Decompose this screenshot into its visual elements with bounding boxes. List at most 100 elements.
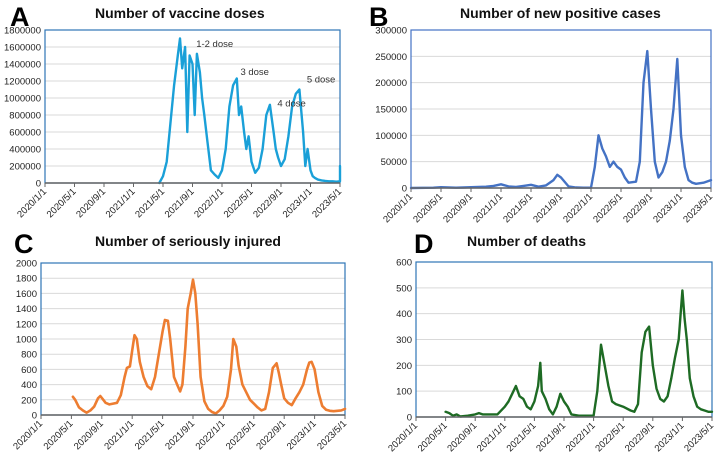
y-tick-label: 0 [407, 413, 412, 424]
y-tick-label: 1000 [16, 335, 37, 346]
data-point [507, 400, 510, 403]
data-point [570, 413, 573, 416]
data-point [287, 135, 290, 138]
data-point [687, 179, 690, 181]
series-line-vaccine-doses [158, 37, 342, 185]
data-point [89, 409, 92, 412]
data-point [116, 402, 118, 404]
data-point [74, 399, 76, 401]
data-point [129, 365, 131, 368]
data-point [522, 185, 525, 187]
data-point [302, 131, 304, 133]
y-tick-label: 200 [21, 395, 37, 406]
data-point [339, 165, 341, 167]
data-point [585, 414, 587, 417]
data-point [304, 165, 307, 167]
series-line-seriously-injured [71, 278, 347, 415]
data-point [467, 414, 469, 417]
data-point [221, 169, 223, 172]
y-tick-label: 200 [396, 361, 412, 372]
data-point [261, 148, 264, 150]
chart-title: Number of vaccine doses [95, 5, 265, 21]
data-point [280, 165, 282, 167]
y-tick-label: 1400 [16, 304, 37, 315]
data-point [710, 179, 712, 181]
data-point [689, 377, 691, 380]
panel-vaccine-doses: A Number of vaccine doses 0 200000 400000 600… [4, 2, 344, 220]
series-line-deaths [444, 289, 714, 418]
panel-letter: D [414, 229, 434, 259]
data-point [240, 105, 242, 108]
y-tick-label: 300000 [375, 26, 407, 37]
data-point [313, 368, 316, 371]
data-point [169, 338, 171, 340]
data-point [607, 385, 610, 387]
data-point [650, 108, 652, 110]
data-point [210, 169, 212, 172]
data-point [218, 409, 221, 412]
data-point [142, 376, 145, 378]
data-point [150, 388, 152, 390]
data-point [264, 408, 267, 410]
data-point [541, 390, 543, 392]
data-point [711, 411, 713, 413]
x-tick-label: 2021/1/1 [102, 418, 136, 452]
y-tick-label: 600000 [9, 128, 41, 139]
x-tick-label: 2021/9/1 [163, 418, 197, 452]
y-tick-label: 400000 [9, 145, 41, 156]
data-point [199, 376, 202, 378]
data-point [596, 390, 599, 392]
data-point [627, 181, 630, 184]
data-point [249, 399, 251, 401]
data-point [256, 406, 259, 409]
data-point [680, 134, 682, 137]
data-point [691, 181, 694, 184]
annotation-label: 3 dose [240, 67, 269, 78]
data-point [612, 160, 615, 163]
y-tick-label: 1400000 [4, 60, 41, 71]
x-tick-label: 2022/1/1 [192, 186, 226, 220]
data-point [670, 377, 673, 380]
x-tick-label: 2020/1/1 [386, 420, 420, 454]
data-point [196, 53, 198, 55]
y-tick-label: 0 [32, 411, 37, 422]
x-tick-label: 2021/5/1 [133, 186, 167, 220]
data-point [260, 409, 263, 412]
data-point [552, 179, 555, 181]
data-point [196, 323, 199, 325]
data-point [504, 405, 506, 408]
data-point [207, 408, 209, 410]
data-point [485, 185, 487, 188]
data-point [320, 179, 323, 182]
data-point [179, 390, 181, 393]
data-point [638, 160, 641, 163]
data-point [329, 410, 331, 412]
data-point [339, 180, 341, 183]
x-tick-label: 2022/5/1 [224, 418, 258, 452]
data-point [555, 405, 558, 408]
data-point [186, 307, 189, 310]
data-point [265, 114, 268, 116]
chart-title: Number of seriously injured [95, 233, 281, 249]
x-tick-label: 2020/5/1 [411, 191, 445, 225]
data-point [181, 383, 184, 386]
data-point [272, 131, 275, 133]
data-point [82, 409, 84, 412]
data-point [78, 406, 80, 409]
data-point [608, 166, 611, 168]
data-point [217, 177, 220, 179]
data-point [686, 338, 688, 341]
data-point [331, 180, 334, 183]
data-point [169, 122, 172, 125]
y-tick-label: 1200000 [4, 77, 41, 88]
data-point [176, 54, 179, 57]
data-point [652, 364, 654, 367]
data-point [340, 409, 343, 412]
data-point [474, 413, 477, 416]
data-point [238, 114, 240, 116]
data-point [199, 71, 201, 74]
x-tick-label: 2021/1/1 [475, 420, 509, 454]
data-point [85, 411, 88, 414]
data-point [622, 405, 624, 408]
data-point [629, 409, 632, 412]
